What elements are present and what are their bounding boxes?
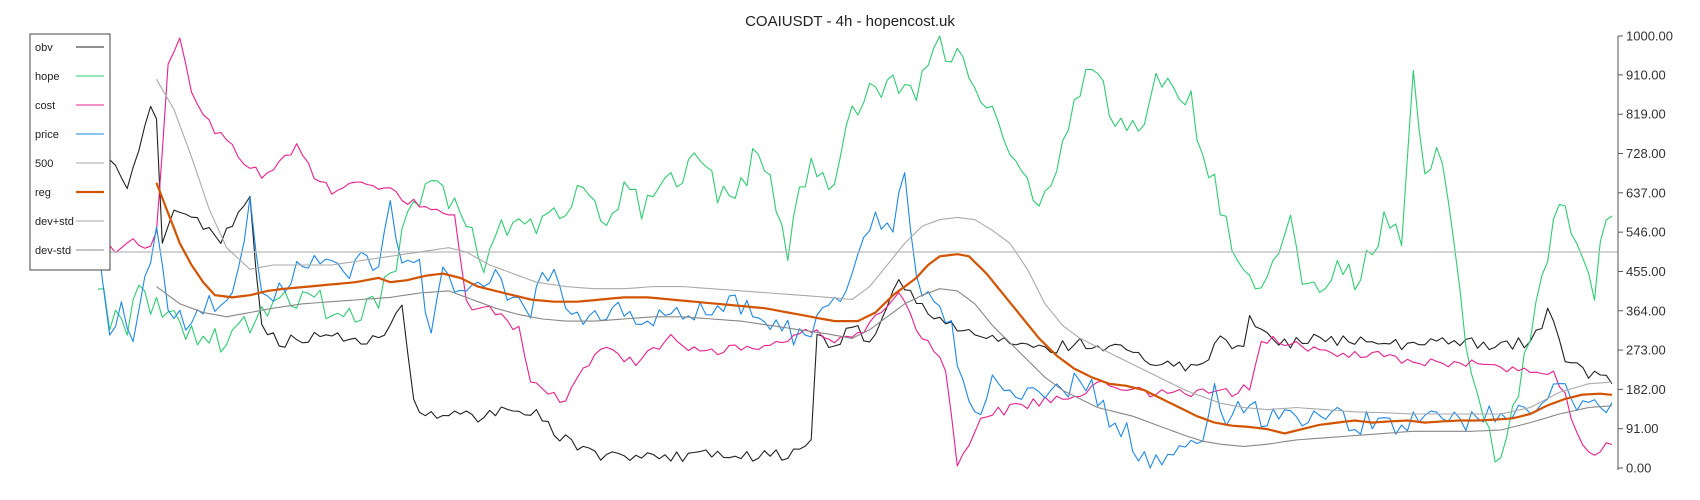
series-line-cost bbox=[97, 37, 1613, 467]
series-obv bbox=[97, 105, 1613, 462]
series-line-price bbox=[97, 172, 1613, 469]
series-line-dev-std bbox=[156, 78, 1613, 415]
legend-label: hope bbox=[35, 71, 59, 83]
series-dev-std bbox=[156, 78, 1613, 415]
legend-label: obv bbox=[35, 42, 53, 54]
series-line-hope bbox=[97, 35, 1613, 463]
y-axis: 1000.00 910.00 819.00 728.00 637.00 546.00 455… bbox=[1618, 29, 1673, 476]
series-hope bbox=[97, 35, 1613, 463]
y-tick-label: 546.00 bbox=[1626, 225, 1666, 240]
y-tick-label: 910.00 bbox=[1626, 67, 1666, 82]
legend-box bbox=[29, 33, 111, 271]
series-cost bbox=[97, 37, 1613, 467]
y-tick-label: 182.00 bbox=[1626, 382, 1666, 397]
y-tick-label: 819.00 bbox=[1626, 107, 1666, 122]
legend-label: cost bbox=[35, 100, 55, 112]
series-reg bbox=[155, 182, 1613, 435]
series-line-dev-std bbox=[156, 286, 1613, 447]
y-tick-label: 637.00 bbox=[1626, 185, 1666, 200]
series-dev-std bbox=[156, 286, 1613, 447]
legend-label: dev+std bbox=[35, 216, 74, 228]
y-tick-label: 91.00 bbox=[1626, 421, 1659, 436]
chart-title: COAIUSDT - 4h - hopencost.uk bbox=[745, 13, 955, 30]
y-tick-label: 273.00 bbox=[1626, 343, 1666, 358]
series-price bbox=[97, 172, 1613, 469]
legend-label: price bbox=[35, 129, 59, 141]
y-tick-label: 0.00 bbox=[1626, 461, 1651, 476]
legend-label: reg bbox=[35, 187, 51, 199]
legend-label: dev-std bbox=[35, 245, 71, 257]
series-line-obv bbox=[97, 105, 1613, 462]
y-tick-label: 455.00 bbox=[1626, 264, 1666, 279]
y-tick-label: 1000.00 bbox=[1626, 29, 1673, 44]
series-line-reg bbox=[155, 182, 1613, 435]
legend: obv hope cost price 500 reg dev+std dev-std bbox=[29, 33, 111, 271]
legend-label: 500 bbox=[35, 158, 53, 170]
y-tick-label: 364.00 bbox=[1626, 303, 1666, 318]
y-tick-label: 728.00 bbox=[1626, 146, 1666, 161]
series-layer bbox=[97, 35, 1618, 469]
